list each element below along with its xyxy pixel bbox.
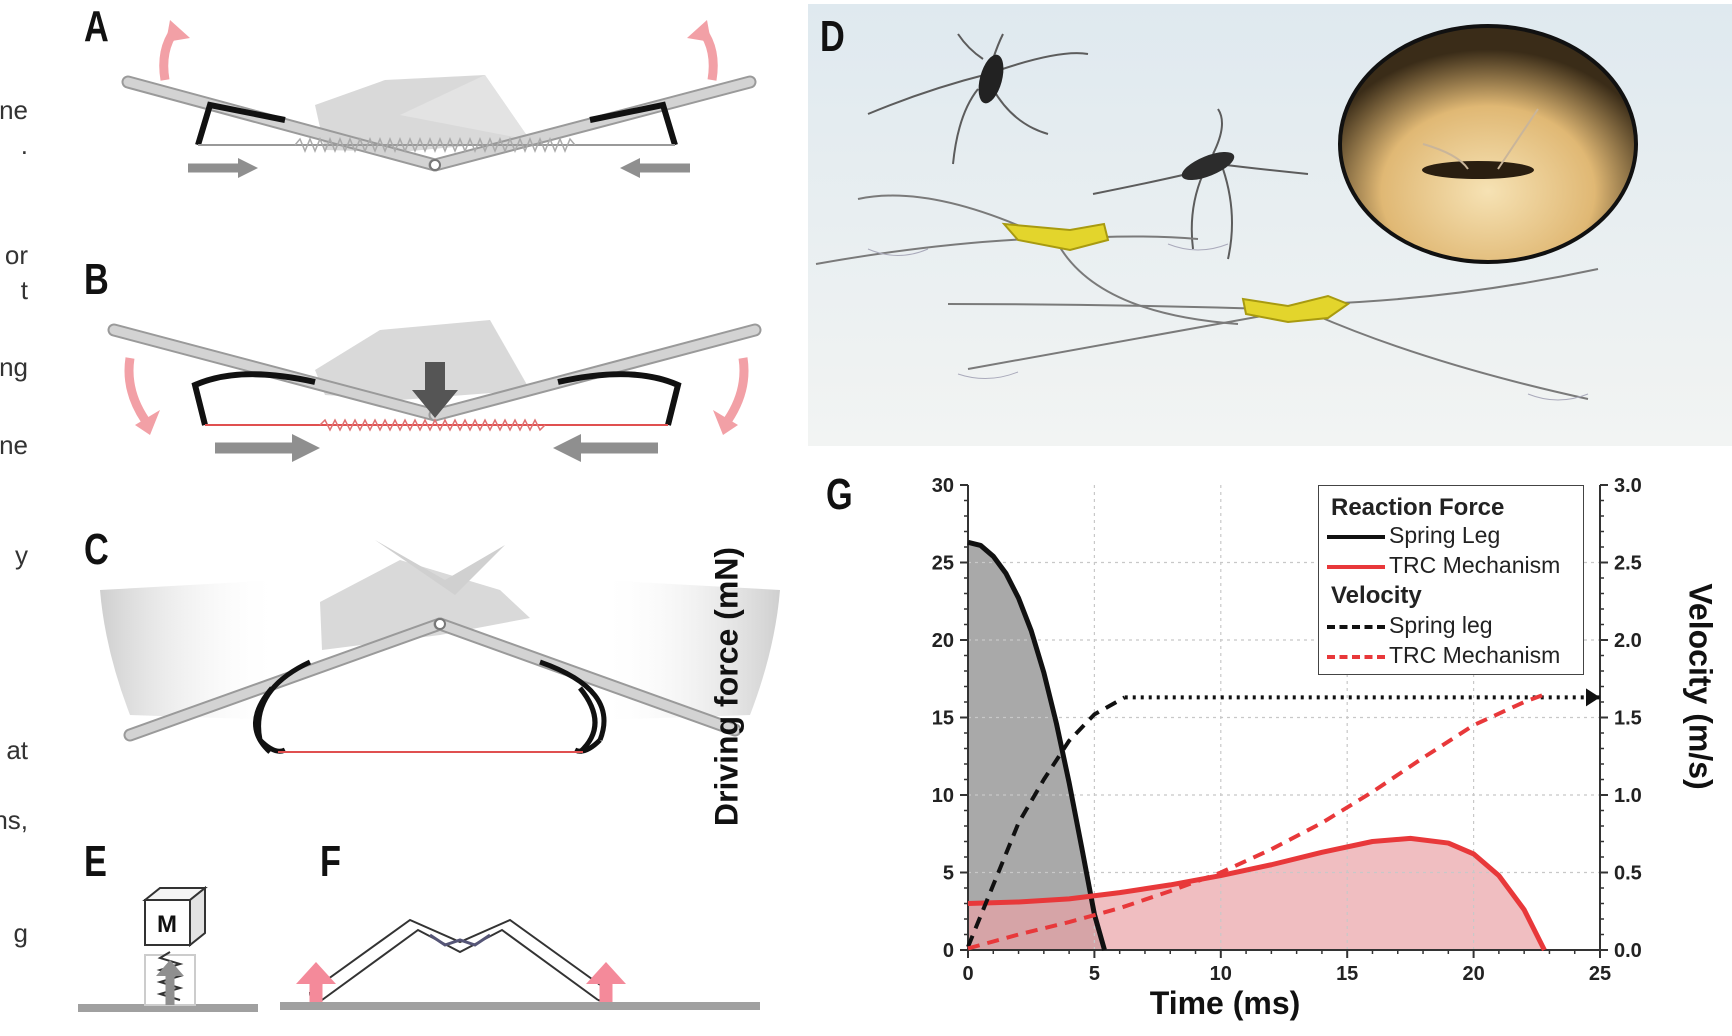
x-tick-label: 0: [962, 963, 973, 985]
panel-label-e: E: [84, 837, 107, 886]
y-tick-label-right: 3.0: [1614, 475, 1642, 497]
x-tick-label: 10: [1210, 963, 1232, 985]
y-tick-label-right: 2.5: [1614, 553, 1642, 575]
cropped-text-fragment: y: [15, 540, 28, 570]
legend-item-trc-velocity: TRC Mechanism: [1389, 642, 1561, 668]
y-tick-label-left: 25: [932, 553, 954, 575]
legend-item-trc-force: TRC Mechanism: [1389, 552, 1561, 578]
y-tick-label-left: 5: [943, 863, 954, 885]
legend-swatch-trc-force: [1327, 565, 1385, 569]
left-arm: [195, 101, 286, 146]
series-line-0: [967, 539, 1107, 951]
legend-header-force: Reaction Force: [1331, 494, 1505, 521]
cropped-text-fragment: .: [20, 130, 28, 160]
series-line-2: [966, 695, 1126, 948]
pivot: [434, 618, 446, 630]
mass-label: M: [157, 911, 177, 938]
series-line-1: [967, 835, 1547, 952]
legend-swatch-trc-velocity: [1327, 655, 1385, 659]
cropped-text-fragment: ne: [0, 430, 28, 460]
rotate-arrow-left-icon: [124, 357, 149, 423]
body-block-shade: [400, 75, 530, 140]
cropped-text-fragment: or: [4, 240, 28, 270]
x-tick-label: 5: [1089, 963, 1100, 985]
ground: [280, 1002, 760, 1010]
arc-arms: [253, 659, 607, 754]
photo-panel-d: [808, 4, 1732, 446]
cropped-text-fragment: at: [6, 735, 28, 765]
spring: [319, 418, 546, 432]
y-tick-label-left: 30: [932, 475, 954, 497]
panel-c-diagram: [100, 540, 780, 754]
y-tick-label-left: 15: [932, 708, 954, 730]
legend-header-velocity: Velocity: [1331, 582, 1422, 609]
cropped-text-fragment: ng: [0, 352, 28, 382]
panel-f-diagram: [280, 918, 760, 1010]
y-tick-label-right: 0.5: [1614, 863, 1642, 885]
panel-label-c: C: [84, 525, 109, 574]
body-block: [320, 560, 530, 650]
x-tick-label: 20: [1462, 963, 1484, 985]
pivot: [429, 159, 441, 171]
terminal-velocity-arrowhead: [1586, 688, 1600, 707]
left-arm: [191, 371, 316, 426]
right-arm: [557, 371, 682, 426]
right-arm: [589, 101, 678, 146]
swing-sector-left: [100, 580, 280, 720]
rotate-arrow-right-icon: [724, 357, 749, 423]
series-line-4: [967, 690, 1551, 951]
cropped-text-fragment: t: [20, 275, 28, 305]
y-tick-label-left: 0: [943, 940, 954, 962]
cropped-text-fragment: ns,: [0, 805, 28, 835]
panel-b-diagram: [107, 320, 762, 462]
y-tick-label-right: 0.0: [1614, 940, 1642, 962]
ground: [78, 1004, 258, 1012]
legend-swatch-spring-velocity: [1327, 625, 1385, 629]
panel-label-g: G: [826, 470, 853, 519]
y-tick-label-right: 2.0: [1614, 630, 1642, 652]
x-axis-title: Time (ms): [1149, 985, 1301, 1021]
trc-force-area: [968, 838, 1545, 950]
cropped-text-fragment: ne: [0, 95, 28, 125]
legend-swatch-spring-force: [1327, 535, 1385, 539]
cropped-text-fragment: g: [13, 918, 28, 948]
spring-leg-force-area: [968, 542, 1105, 950]
x-tick-label: 15: [1336, 963, 1358, 985]
chart-legend: Reaction Force Spring Leg TRC Mechanism …: [1318, 485, 1584, 675]
mass-cube: [144, 899, 191, 946]
y-tick-label-right: 1.0: [1614, 785, 1642, 807]
panel-label-d: D: [820, 12, 845, 61]
panel-a-diagram: [121, 20, 757, 178]
y-tick-label-left: 20: [932, 630, 954, 652]
legend-item-spring-velocity: Spring leg: [1389, 612, 1493, 638]
spring: [294, 137, 576, 153]
photo-scene: [808, 4, 1732, 446]
panel-label-b: B: [84, 255, 109, 304]
body-block: [315, 320, 530, 400]
panel-label-f: F: [320, 837, 341, 886]
press-arrow-icon: [425, 362, 445, 392]
panel-e-diagram: M: [78, 885, 258, 1012]
legend-item-spring-force: Spring Leg: [1389, 522, 1501, 548]
x-tick-label: 25: [1589, 963, 1611, 985]
y-tick-label-left: 10: [932, 785, 954, 807]
inset-photo: [1338, 24, 1638, 264]
leg-outline: [309, 918, 611, 993]
swing-sector-right: [600, 580, 780, 720]
panel-label-a: A: [84, 2, 109, 51]
y-axis-title-right: Velocity (m/s): [1682, 583, 1719, 790]
y-tick-label-right: 1.5: [1614, 708, 1642, 730]
y-axis-title-left: Driving force (mN): [708, 546, 745, 827]
